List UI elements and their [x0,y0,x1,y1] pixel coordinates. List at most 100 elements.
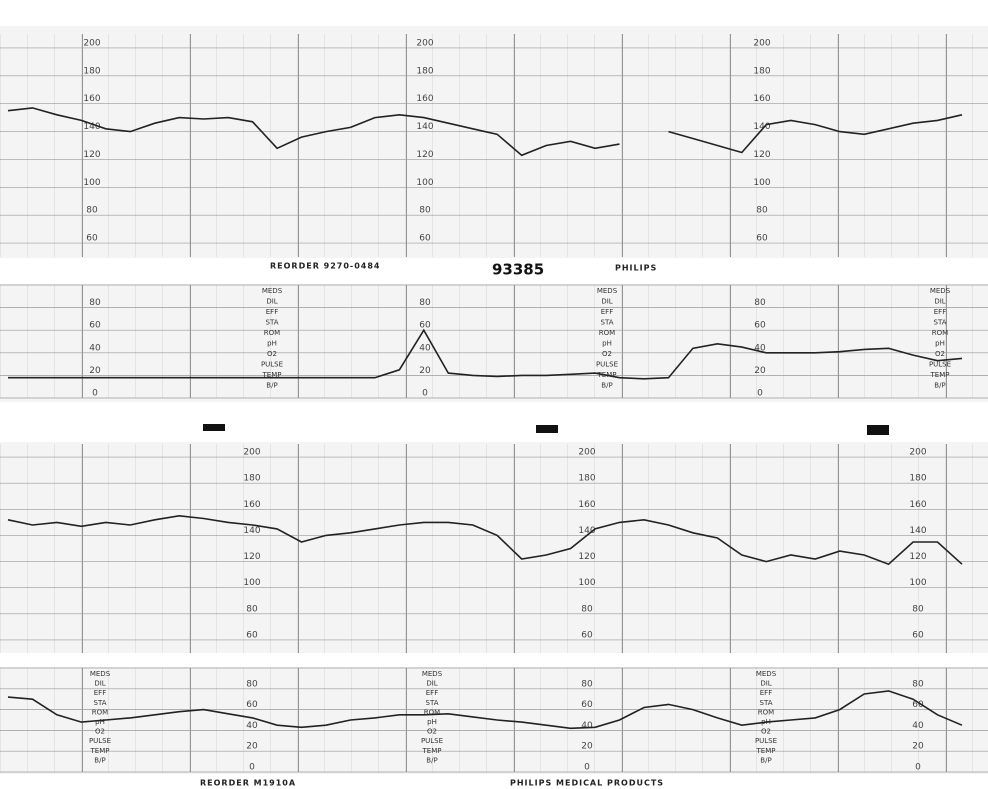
ua-label: PULSE [89,737,111,745]
ua-label: EFF [934,308,946,316]
y-tick-label: 60 [89,321,101,331]
y-tick-label: 20 [754,366,766,376]
ua-label: PULSE [755,737,777,745]
y-tick-label: 200 [83,38,100,48]
y-tick-label: 60 [912,700,924,710]
y-tick-label: 100 [909,578,926,588]
grid-major [0,285,988,398]
ua-label: EFF [426,689,438,697]
ua-label: O2 [935,350,945,358]
y-tick-label: 80 [246,679,258,689]
ua-label: MEDS [597,287,618,295]
ua-label: B/P [94,756,105,764]
ua-label: MEDS [90,670,111,678]
ua-label: MEDS [756,670,777,678]
ua-label: DIL [266,298,277,306]
event-mark [536,425,558,433]
ua-label: ROM [424,708,440,716]
y-tick-label: 120 [243,552,260,562]
y-tick-label: 80 [756,206,768,216]
reorder-label: REORDER 9270-0484 [270,262,381,271]
ua-label: PULSE [596,361,618,369]
y-tick-label: 180 [578,474,595,484]
y-tick-label: 60 [754,321,766,331]
ua-label: ROM [599,329,615,337]
ua-label: B/P [426,756,437,764]
y-tick-label: 20 [419,366,431,376]
ua-label: DIL [934,298,945,306]
y-tick-label: 80 [912,604,924,614]
ua-label: ROM [932,329,948,337]
ua-label: pH [267,340,277,348]
y-tick-label: 140 [416,122,433,132]
bottom-band [0,774,988,789]
ua-label: pH [935,340,945,348]
y-tick-label: 80 [86,206,98,216]
y-tick-label: 40 [246,721,258,731]
y-tick-label: 100 [243,578,260,588]
ua-label: O2 [427,728,437,736]
footer-label: PHILIPS MEDICAL PRODUCTS [510,779,664,788]
separator-band [0,402,988,442]
trace [8,328,963,380]
y-tick-label: 20 [89,366,101,376]
y-tick-label: 0 [422,389,428,399]
perforation-band [0,0,988,26]
ua-label: TEMP [262,371,282,379]
y-tick-label: 80 [246,604,258,614]
y-tick-label: 200 [909,448,926,458]
ua-label: O2 [267,350,277,358]
y-tick-label: 100 [416,178,433,188]
y-tick-label: 140 [578,526,595,536]
y-tick-label: 20 [581,742,593,752]
y-tick-label: 100 [578,578,595,588]
ua-label: DIL [760,680,771,688]
y-tick-label: 160 [243,500,260,510]
ua-label: STA [266,319,279,327]
y-tick-label: 120 [578,552,595,562]
middle-band [0,258,988,284]
y-tick-label: 140 [243,526,260,536]
ua-label: DIL [601,298,612,306]
y-tick-label: 140 [83,122,100,132]
y-tick-label: 160 [909,500,926,510]
y-tick-label: 120 [416,150,433,160]
panels: 60 60 60 80 80 80 100 100 100 120 120 120 140 140 140 1… [0,34,988,773]
ua-label: EFF [601,308,613,316]
y-tick-label: 60 [246,700,258,710]
y-tick-label: 40 [754,343,766,353]
y-tick-label: 80 [419,298,431,308]
trace [7,107,963,157]
ua-label: EFF [94,689,106,697]
reorder-label: REORDER M1910A [200,779,296,788]
ua-label: B/P [760,756,771,764]
y-tick-label: 80 [912,679,924,689]
ua-label: O2 [602,350,612,358]
serial-number: 93385 [492,261,544,279]
y-tick-label: 200 [243,448,260,458]
y-tick-label: 80 [89,298,101,308]
y-tick-label: 40 [581,721,593,731]
ua-label: STA [94,699,107,707]
ua-label: O2 [761,728,771,736]
y-tick-label: 120 [753,150,770,160]
y-tick-label: 20 [912,742,924,752]
y-tick-label: 180 [416,66,433,76]
ua-label: MEDS [930,287,951,295]
y-tick-label: 60 [419,321,431,331]
trace [7,514,963,566]
y-tick-label: 60 [581,700,593,710]
grid-major [0,444,988,653]
ua-label: PULSE [261,361,283,369]
ua-label: pH [95,718,105,726]
ua-label: pH [602,340,612,348]
ua-label: DIL [426,680,437,688]
ua-label: pH [427,718,437,726]
y-tick-label: 60 [86,234,98,244]
y-tick-label: 80 [581,679,593,689]
ua-label: MEDS [262,287,283,295]
y-tick-label: 60 [756,234,768,244]
ua-label: STA [760,699,773,707]
y-tick-label: 200 [578,448,595,458]
